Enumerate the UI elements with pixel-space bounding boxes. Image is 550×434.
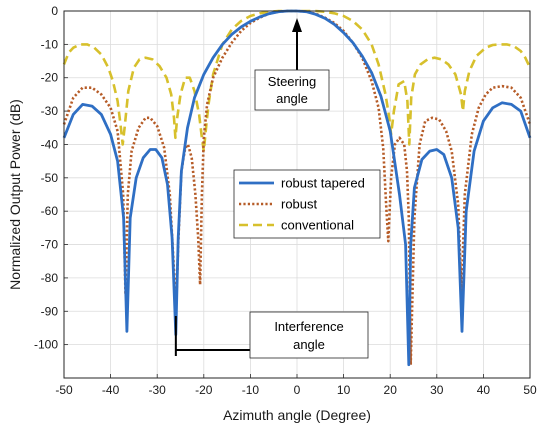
legend: robust tapered robust conventional (233, 169, 381, 239)
interference-annotation-text: angle (293, 337, 325, 352)
interference-annotation-text: Interference (274, 319, 343, 334)
steering-arrowhead (292, 18, 302, 32)
x-tick-label: -30 (149, 383, 167, 397)
y-tick-label: -70 (41, 238, 59, 252)
legend-entry: robust (281, 197, 318, 212)
x-tick-label: -40 (102, 383, 120, 397)
tick-labels: -50 -40 -30 -20 -10 0 10 20 30 40 500-10-20-30-40-… (34, 4, 537, 397)
y-tick-label: 0 (51, 4, 58, 18)
x-tick-label: -10 (242, 383, 260, 397)
legend-entry: conventional (281, 218, 354, 233)
x-tick-label: 0 (294, 383, 301, 397)
y-tick-label: -60 (41, 204, 59, 218)
x-tick-label: 40 (477, 383, 491, 397)
annotations: Steering angle Interference angle (174, 18, 369, 359)
steering-annotation-text: Steering (268, 74, 316, 89)
y-tick-label: -10 (41, 37, 59, 51)
y-tick-label: -40 (41, 137, 59, 151)
y-tick-label: -30 (41, 104, 59, 118)
x-tick-label: -20 (195, 383, 213, 397)
x-tick-label: 20 (384, 383, 398, 397)
y-tick-label: -100 (34, 338, 58, 352)
y-tick-label: -90 (41, 304, 59, 318)
x-tick-label: 10 (337, 383, 351, 397)
x-tick-label: -50 (55, 383, 73, 397)
x-tick-label: 30 (430, 383, 444, 397)
y-axis-label: Normalized Output Power (dB) (7, 99, 23, 290)
steering-annotation-box (254, 69, 330, 111)
y-tick-label: -20 (41, 71, 59, 85)
y-tick-label: -50 (41, 171, 59, 185)
interference-annotation-box (249, 311, 369, 359)
legend-entry: robust tapered (281, 176, 365, 191)
x-tick-label: 50 (523, 383, 537, 397)
y-tick-label: -80 (41, 271, 59, 285)
steering-annotation-text: angle (276, 91, 308, 106)
x-axis-label: Azimuth angle (Degree) (223, 407, 371, 423)
